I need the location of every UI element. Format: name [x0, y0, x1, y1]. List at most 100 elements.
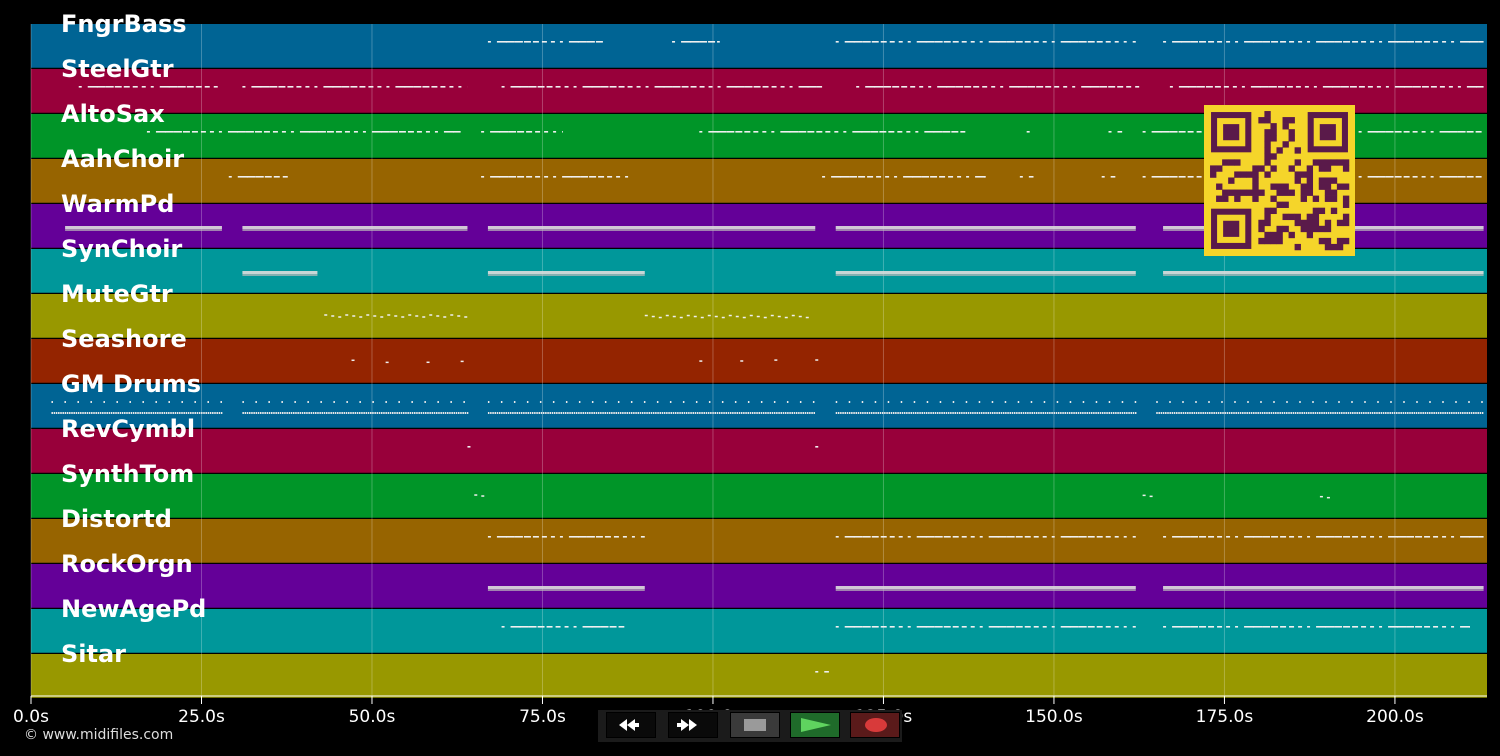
note-dash [1406, 626, 1415, 628]
drum-hit [608, 412, 611, 414]
drum-hit [1132, 412, 1135, 414]
drum-hit [1481, 412, 1484, 414]
note-dash [105, 86, 114, 88]
note-dash [564, 86, 569, 88]
note-dash [519, 626, 529, 628]
note-dot [366, 314, 370, 316]
drum-hit [181, 412, 183, 414]
drum-hit [939, 401, 942, 403]
note-dot [1319, 495, 1323, 498]
drum-hit [747, 412, 750, 414]
qr-module [1324, 225, 1332, 233]
note-dash [591, 86, 601, 88]
drum-hit [1345, 412, 1347, 414]
note-dash [499, 131, 509, 133]
drum-hit [897, 412, 899, 414]
note-dash [921, 176, 930, 178]
qr-module [1306, 165, 1314, 172]
record-button[interactable] [850, 712, 900, 738]
note-dash [544, 131, 549, 133]
drum-hit [128, 412, 130, 414]
drum-hit [315, 412, 317, 414]
note-dash [1226, 41, 1231, 43]
note-dash [1307, 41, 1311, 43]
play-button[interactable] [790, 712, 840, 738]
note-dash [1298, 626, 1303, 628]
drum-hit [294, 401, 296, 403]
drum-hit [778, 412, 780, 414]
note-dash [1280, 41, 1287, 43]
drum-hit [1369, 412, 1372, 414]
drum-hit [190, 412, 192, 414]
note-dash [1235, 41, 1239, 43]
drum-hit [939, 412, 941, 414]
drum-hit [304, 412, 306, 414]
drum-hit [205, 412, 207, 414]
drum-hit [317, 412, 319, 414]
note-dot [707, 314, 711, 317]
note-dot [324, 314, 328, 316]
note-dash [867, 176, 874, 178]
note-dash [1433, 41, 1439, 43]
note-dot [481, 495, 485, 497]
drum-hit [455, 412, 458, 414]
note-bar [242, 271, 318, 274]
drum-hit [1226, 412, 1229, 414]
note-dash [227, 131, 238, 133]
note-dash [1096, 41, 1103, 43]
rewind-button[interactable] [606, 712, 656, 738]
note-dot [777, 315, 781, 318]
drum-hit [403, 412, 405, 414]
qr-module [1336, 237, 1344, 245]
qr-module [1216, 165, 1223, 172]
qr-module [1330, 195, 1338, 202]
drum-hit [606, 412, 609, 414]
drum-hit [1126, 412, 1128, 414]
drum-hit [1259, 412, 1262, 414]
drum-hit [378, 412, 381, 414]
drum-hit [1040, 412, 1042, 414]
note-dash [1151, 131, 1162, 133]
drum-hit [1303, 412, 1306, 414]
drum-hit [1411, 412, 1413, 414]
note-dash [1325, 626, 1335, 628]
record-icon [865, 718, 887, 732]
note-dash [228, 176, 232, 178]
note-dash [744, 86, 753, 88]
note-dash [1223, 86, 1229, 88]
drum-hit [62, 412, 64, 414]
drum-hit [727, 412, 730, 414]
note-dash [861, 131, 871, 133]
qr-code-icon[interactable] [1204, 105, 1355, 256]
drum-hit [773, 401, 776, 403]
drum-hit [641, 412, 644, 414]
note-dash [789, 86, 793, 88]
drum-hit [565, 401, 568, 403]
drum-hit [1448, 412, 1451, 414]
drum-hit [917, 412, 919, 414]
note-dot [351, 359, 355, 362]
drum-hit [1352, 412, 1354, 414]
drum-hit [1156, 401, 1158, 403]
drum-hit [509, 412, 512, 414]
note-dash [1196, 131, 1202, 133]
note-dash [1163, 536, 1167, 538]
note-dash [762, 131, 767, 133]
note-dash [835, 536, 839, 538]
drum-hit [1312, 401, 1314, 403]
note-dash [1394, 131, 1402, 133]
drum-hit [108, 412, 111, 414]
drum-hit [312, 412, 315, 414]
fast-forward-button[interactable] [668, 712, 718, 738]
note-dash [177, 86, 186, 88]
drum-hit [1459, 412, 1462, 414]
drum-hit [1184, 412, 1187, 414]
stop-button[interactable] [730, 712, 780, 738]
drum-hit [558, 412, 560, 414]
note-dot [735, 315, 739, 318]
note-dash [1439, 86, 1445, 88]
drum-hit [886, 412, 888, 414]
note-dash [296, 86, 302, 88]
note-dash [1259, 86, 1269, 88]
drum-hit [1134, 412, 1137, 414]
